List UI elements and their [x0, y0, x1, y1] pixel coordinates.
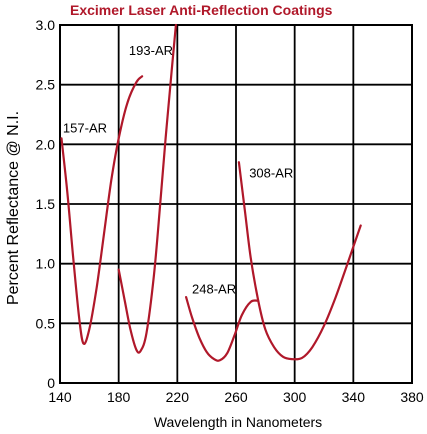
- y-tick-label: 0: [47, 375, 55, 391]
- x-tick-label: 380: [400, 389, 424, 405]
- y-tick-label: 2.0: [36, 136, 56, 152]
- series-line-248-ar: [185, 296, 260, 362]
- series-label-193-ar: 193-AR: [129, 43, 173, 58]
- y-tick-label: 0.5: [36, 315, 56, 331]
- x-tick-label: 140: [48, 389, 72, 405]
- chart-title: Excimer Laser Anti-Reflection Coatings: [70, 2, 333, 18]
- series-label-157-ar: 157-AR: [63, 120, 107, 135]
- x-tick-label: 180: [107, 389, 131, 405]
- series-label-248-ar: 248-AR: [192, 282, 236, 297]
- grid: [59, 24, 413, 384]
- series-labels: 157-AR 193-AR 248-AR 308-AR: [63, 43, 293, 297]
- x-tick-label: 340: [342, 389, 366, 405]
- series-line-308-ar: [237, 161, 362, 361]
- plot-frame: [59, 24, 413, 384]
- y-tick-label: 3.0: [36, 17, 56, 33]
- y-tick-label: 2.5: [36, 77, 56, 93]
- x-tick-label: 300: [283, 389, 307, 405]
- series-line-157-ar: [60, 75, 144, 346]
- x-axis-label: Wavelength in Nanometers: [154, 414, 322, 430]
- x-tick-label: 260: [224, 389, 248, 405]
- y-axis-label: Percent Reflectance @ N.I.: [5, 111, 22, 305]
- series-line-193-ar: [117, 23, 177, 354]
- series-label-308-ar: 308-AR: [249, 166, 293, 181]
- series-curves: [60, 23, 362, 362]
- x-tick-label: 220: [166, 389, 190, 405]
- y-tick-label: 1.0: [36, 256, 56, 272]
- axis-ticks: 140 180 220 260 300 340 380 0 0.5 1.0 1.5 2.0 2.5 3.0: [36, 17, 424, 405]
- y-tick-label: 1.5: [36, 196, 56, 212]
